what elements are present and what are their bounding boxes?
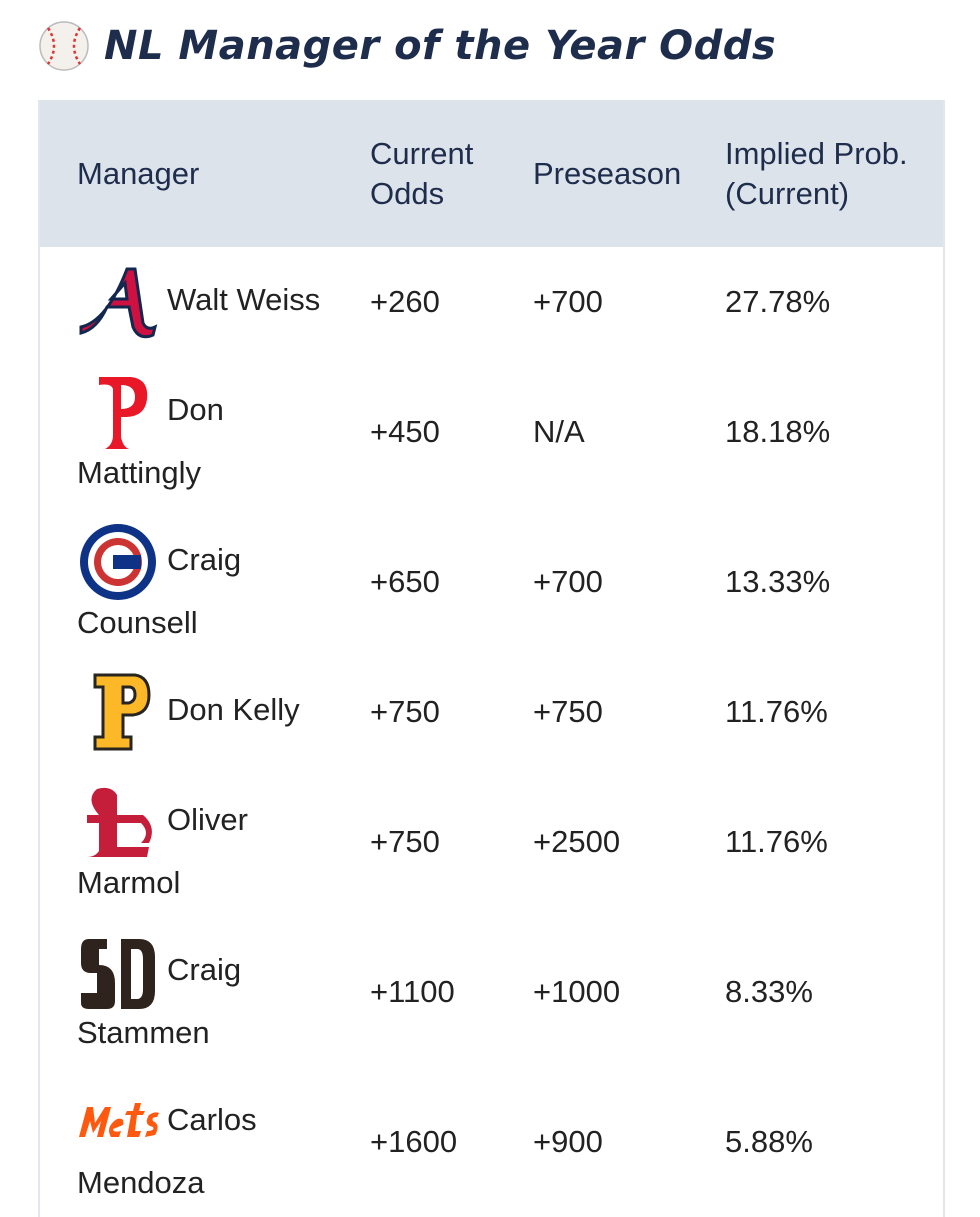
- preseason-odds-cell: N/A: [533, 414, 585, 449]
- implied-prob-cell: 13.33%: [725, 564, 831, 599]
- current-odds-cell: +1100: [370, 974, 455, 1009]
- team-logo: [99, 377, 148, 449]
- current-odds-cell: +1600: [370, 1124, 458, 1159]
- table-row: Carlos Mendoza +1600 +900 5.88%: [39, 1067, 944, 1217]
- header: NL Manager of the Year Odds: [38, 18, 776, 74]
- manager-name: Carlos Mendoza: [77, 1102, 257, 1200]
- preseason-odds-cell: +2500: [533, 824, 621, 859]
- table-row: Craig Counsell +650 +700 13.33%: [39, 507, 944, 657]
- team-logo: [80, 524, 156, 600]
- manager-name: Don Kelly: [167, 692, 300, 728]
- manager-name: Walt Weiss: [167, 282, 321, 318]
- column-header: Current Odds: [370, 135, 474, 211]
- manager-cell: Oliver Marmol: [39, 767, 356, 917]
- odds-table: Manager Current Odds Preseason Implied P…: [38, 100, 945, 1217]
- manager-cell: Craig Counsell: [39, 507, 356, 657]
- table-row: Don Kelly +750 +750 11.76%: [39, 657, 944, 767]
- manager-name: Oliver Marmol: [77, 802, 248, 900]
- baseball-icon: [39, 21, 89, 71]
- table-body: Walt Weiss +260 +700 27.78% Don Mattingly +45…: [39, 247, 944, 1217]
- implied-prob-cell: 27.78%: [725, 284, 831, 319]
- preseason-odds-cell: +900: [533, 1124, 603, 1159]
- team-logo: [79, 1103, 159, 1137]
- preseason-odds-cell: +700: [533, 284, 603, 319]
- team-logo: [93, 673, 151, 751]
- manager-cell: Don Mattingly: [39, 357, 356, 507]
- implied-prob-cell: 8.33%: [725, 974, 813, 1009]
- manager-name: Craig Stammen: [77, 952, 242, 1050]
- current-odds-cell: +750: [370, 694, 440, 729]
- table-row: Craig Stammen +1100 +1000 8.33%: [39, 917, 944, 1067]
- implied-prob-cell: 11.76%: [725, 824, 828, 859]
- implied-prob-cell: 18.18%: [725, 414, 831, 449]
- implied-prob-cell: 11.76%: [725, 694, 828, 729]
- header-row: Manager Current Odds Preseason Implied P…: [39, 100, 944, 247]
- manager-name: Craig Counsell: [77, 542, 242, 640]
- manager-cell: Don Kelly: [39, 657, 356, 767]
- manager-name: Don Mattingly: [77, 392, 224, 490]
- manager-cell: Walt Weiss: [39, 247, 356, 357]
- team-logo: [79, 267, 158, 339]
- team-logo: [87, 787, 152, 857]
- preseason-odds-cell: +750: [533, 694, 603, 729]
- preseason-odds-cell: +700: [533, 564, 603, 599]
- team-logo: [81, 939, 155, 1009]
- current-odds-cell: +650: [370, 564, 440, 599]
- table-row: Walt Weiss +260 +700 27.78%: [39, 247, 944, 357]
- implied-prob-cell: 5.88%: [725, 1124, 813, 1159]
- current-odds-cell: +450: [370, 414, 440, 449]
- manager-cell: Craig Stammen: [39, 917, 356, 1067]
- current-odds-cell: +750: [370, 824, 440, 859]
- column-header: Implied Prob. (Current): [725, 135, 908, 211]
- title: NL Manager of the Year Odds: [104, 23, 777, 69]
- table-row: Oliver Marmol +750 +2500 11.76%: [39, 767, 944, 917]
- manager-cell: Carlos Mendoza: [39, 1067, 356, 1217]
- column-header: Manager: [77, 155, 200, 191]
- preseason-odds-cell: +1000: [533, 974, 621, 1009]
- table-row: Don Mattingly +450 N/A 18.18%: [39, 357, 944, 507]
- current-odds-cell: +260: [370, 284, 440, 319]
- column-header: Preseason: [533, 155, 682, 191]
